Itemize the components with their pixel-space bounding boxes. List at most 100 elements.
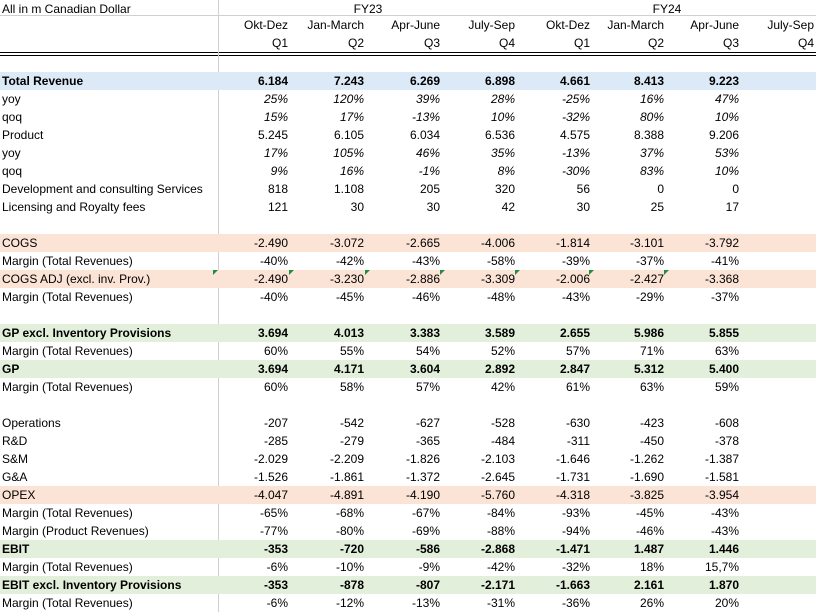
quarter-header: Q4 xyxy=(498,36,515,50)
row-label: Margin (Total Revenues) xyxy=(2,506,133,520)
table-row: Licensing and Royalty fees 121 30 30 42 30 25 1… xyxy=(0,198,816,216)
table-cell: -32% xyxy=(561,560,590,574)
comment-marker-icon xyxy=(213,270,218,275)
row-label: S&M xyxy=(2,452,29,466)
table-cell: 105% xyxy=(333,146,364,160)
row-label: EBIT xyxy=(2,542,30,556)
table-cell: 52% xyxy=(490,344,515,358)
table-cell: -1.471 xyxy=(555,542,590,556)
table-cell: -41% xyxy=(710,254,739,268)
table-cell: -4.006 xyxy=(480,236,515,250)
comment-marker-icon xyxy=(365,270,370,275)
table-cell: 63% xyxy=(714,344,739,358)
table-cell: 25 xyxy=(650,200,664,214)
table-cell: -4.891 xyxy=(329,488,364,502)
financial-table: Total Revenue 6.184 7.243 6.269 6.898 4.661 8.… xyxy=(0,72,816,612)
table-cell: -1.262 xyxy=(629,452,664,466)
table-cell: -1% xyxy=(418,164,440,178)
table-cell: 17% xyxy=(263,146,288,160)
table-cell: 42 xyxy=(501,200,515,214)
table-cell: -30% xyxy=(561,164,590,178)
row-label: EBIT excl. Inventory Provisions xyxy=(2,578,182,592)
comment-marker-icon xyxy=(664,270,669,275)
table-cell: -40% xyxy=(259,254,288,268)
table-cell: 320 xyxy=(494,182,515,196)
label-column-divider xyxy=(218,0,219,612)
row-label: yoy xyxy=(2,146,21,160)
table-cell: -94% xyxy=(561,524,590,538)
table-cell: -68% xyxy=(335,506,364,520)
table-cell: 6.105 xyxy=(333,128,364,142)
month-header: Jan-March xyxy=(307,18,364,32)
month-header: Apr-June xyxy=(690,18,739,32)
table-cell: -2.645 xyxy=(480,470,515,484)
table-cell: -3.309 xyxy=(480,272,515,286)
table-cell: 6.184 xyxy=(257,74,288,88)
table-row: qoq 15% 17% -13% 10% -32% 80% 10% xyxy=(0,108,816,126)
table-cell: -378 xyxy=(714,434,739,448)
table-cell: 9.223 xyxy=(708,74,739,88)
table-cell: 35% xyxy=(490,146,515,160)
table-cell: 4.171 xyxy=(333,362,364,376)
quarter-header: Q3 xyxy=(423,36,440,50)
month-header: July-Sep xyxy=(468,18,515,32)
table-cell: 30 xyxy=(426,200,440,214)
table-cell: -279 xyxy=(339,434,364,448)
row-label: COGS xyxy=(2,236,38,250)
table-cell: -1.690 xyxy=(629,470,664,484)
row-label: Operations xyxy=(2,416,61,430)
table-cell: 8% xyxy=(497,164,515,178)
table-cell: -1.814 xyxy=(555,236,590,250)
table-row xyxy=(0,306,816,324)
table-cell: 3.383 xyxy=(409,326,440,340)
row-label: GP xyxy=(2,362,20,376)
table-cell: 0 xyxy=(657,182,664,196)
table-cell: 17 xyxy=(725,200,739,214)
table-cell: -6% xyxy=(266,560,288,574)
table-cell: -3.230 xyxy=(329,272,364,286)
table-cell: -13% xyxy=(561,146,590,160)
table-cell: -32% xyxy=(561,110,590,124)
table-cell: -2.029 xyxy=(253,452,288,466)
month-header: Okt-Dez xyxy=(545,18,590,32)
table-cell: -353 xyxy=(263,578,288,592)
table-row: R&D -285 -279 -365 -484 -311 -450 -378 xyxy=(0,432,816,450)
month-header: Apr-June xyxy=(391,18,440,32)
row-label: Margin (Total Revenues) xyxy=(2,596,133,610)
table-cell: 25% xyxy=(263,92,288,106)
table-cell: 18% xyxy=(639,560,664,574)
table-cell: 10% xyxy=(714,164,739,178)
table-cell: -2.665 xyxy=(405,236,440,250)
table-cell: -6% xyxy=(266,596,288,610)
table-cell: -2.427 xyxy=(629,272,664,286)
table-cell: 71% xyxy=(639,344,664,358)
table-cell: -720 xyxy=(339,542,364,556)
table-cell: 55% xyxy=(339,344,364,358)
table-row: yoy 17% 105% 46% 35% -13% 37% 53% xyxy=(0,144,816,162)
table-cell: -1.861 xyxy=(329,470,364,484)
table-cell: 6.269 xyxy=(409,74,440,88)
quarter-header: Q1 xyxy=(573,36,590,50)
table-cell: -1.731 xyxy=(555,470,590,484)
table-cell: -207 xyxy=(263,416,288,430)
table-cell: 3.604 xyxy=(409,362,440,376)
table-cell: 37% xyxy=(639,146,664,160)
table-cell: -2.868 xyxy=(480,542,515,556)
header-divider xyxy=(0,15,816,16)
table-cell: -365 xyxy=(415,434,440,448)
table-cell: -4.047 xyxy=(253,488,288,502)
quarter-header: Q2 xyxy=(647,36,664,50)
quarter-header: Q4 xyxy=(797,36,814,50)
table-cell: -2.490 xyxy=(253,272,288,286)
table-cell: -2.490 xyxy=(253,236,288,250)
table-cell: -285 xyxy=(263,434,288,448)
table-cell: 42% xyxy=(490,380,515,394)
header-bottom-border xyxy=(0,52,816,53)
table-cell: 80% xyxy=(639,110,664,124)
row-label: qoq xyxy=(2,164,23,178)
table-cell: -10% xyxy=(335,560,364,574)
table-cell: 39% xyxy=(415,92,440,106)
table-cell: 121 xyxy=(267,200,288,214)
month-header: July-Sep xyxy=(767,18,814,32)
table-cell: -42% xyxy=(335,254,364,268)
